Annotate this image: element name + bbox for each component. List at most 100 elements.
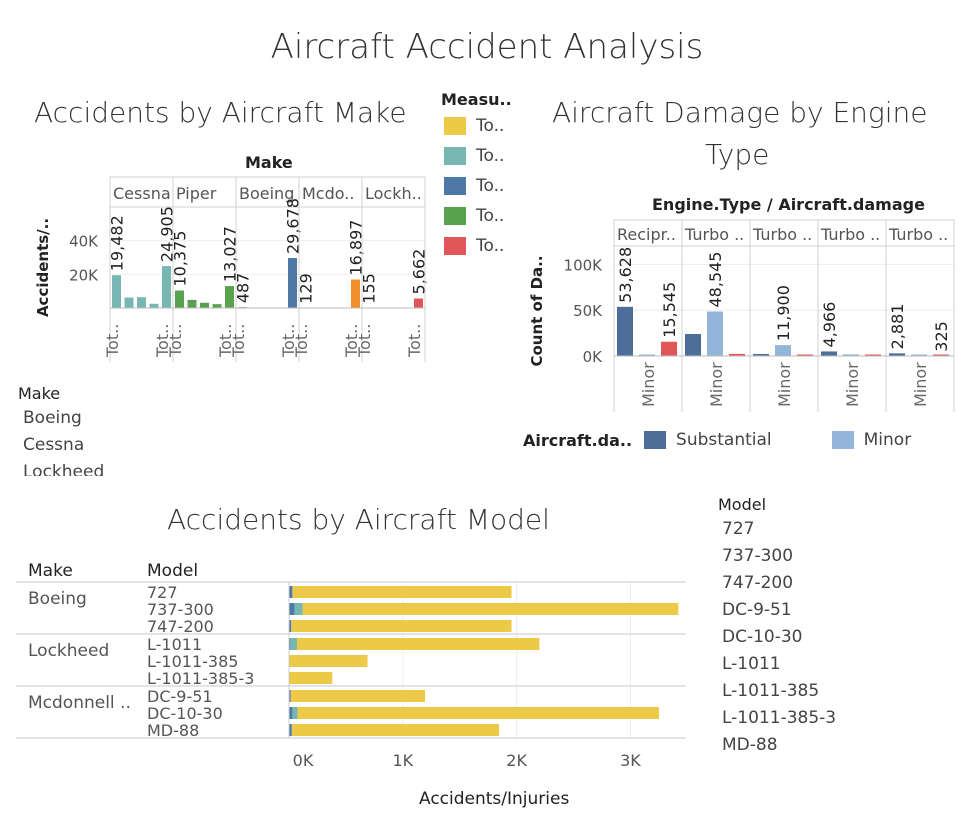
engine-data-label: 4,966 (820, 302, 839, 348)
model-filter-item[interactable]: L-1011 (722, 654, 781, 674)
model-filter-item[interactable]: 737-300 (722, 546, 794, 566)
engine-header-label: Recipr.. (617, 225, 676, 244)
engine-y-tick: 100K (564, 256, 604, 274)
legend-swatch (444, 147, 466, 165)
legend-label: To.. (476, 116, 505, 136)
make-bar (149, 303, 159, 308)
model-chart-title: Accidents by Aircraft Model (167, 503, 550, 536)
measure-legend-item[interactable]: To.. (444, 111, 504, 141)
make-header-label: Cessna (113, 184, 171, 203)
model-make-label: Lockheed (28, 641, 109, 661)
legend-swatch (444, 177, 466, 195)
model-filter-item[interactable]: 727 (722, 519, 755, 539)
model-x-tick: 2K (506, 751, 527, 770)
make-x-tick: Tot.. (153, 324, 172, 358)
make-bar (187, 299, 197, 308)
make-bar (225, 286, 234, 308)
make-bar (162, 266, 171, 308)
model-col-make: Make (28, 561, 73, 581)
make-header-label: Mcdo.. (302, 184, 354, 203)
legend-swatch (444, 207, 466, 225)
make-bar (414, 298, 423, 308)
make-bar (288, 258, 297, 308)
measure-legend-item[interactable]: To.. (444, 201, 504, 231)
model-row-label: 737-300 (147, 600, 214, 619)
engine-data-label: 53,628 (616, 247, 635, 303)
model-row-label: DC-10-30 (147, 704, 223, 723)
model-filter-item[interactable]: MD-88 (722, 735, 778, 755)
model-bar (294, 603, 303, 615)
engine-x-tick: Minor (911, 362, 930, 407)
model-make-label: Mcdonnell .. (28, 693, 131, 713)
model-col-model: Model (147, 561, 199, 581)
model-x-tick: 0K (293, 751, 314, 770)
engine-bar (707, 311, 723, 356)
measure-legend-item[interactable]: To.. (444, 231, 504, 261)
legend-label: To.. (476, 236, 505, 256)
model-row-label: MD-88 (147, 721, 199, 740)
engine-bar (797, 354, 813, 356)
measure-legend: To.. To.. To.. To.. To.. (444, 111, 504, 261)
model-filter-item[interactable]: 747-200 (722, 573, 794, 593)
make-x-tick: Tot.. (103, 324, 122, 358)
model-filter-item[interactable]: DC-9-51 (722, 600, 792, 620)
make-y-tick: 20K (69, 266, 99, 284)
model-bar (291, 620, 512, 632)
engine-chart-title-2: Type (705, 138, 770, 171)
engine-x-tick: Minor (775, 362, 794, 407)
model-bar (289, 672, 333, 684)
engine-bar (753, 353, 769, 356)
engine-chart-title: Aircraft Damage by Engine (552, 96, 928, 129)
engine-data-label: 15,545 (660, 282, 679, 338)
make-header-label: Lockh.. (365, 184, 422, 203)
engine-bar (865, 354, 881, 356)
engine-data-label: 2,881 (888, 304, 907, 350)
engine-data-label: 325 (932, 321, 951, 352)
engine-data-label: 48,545 (706, 252, 725, 308)
model-filter-list: 727 737-300 747-200 DC-9-51 DC-10-30 L-1011 L-… (722, 519, 836, 762)
engine-bar (661, 341, 677, 356)
engine-bar (775, 345, 791, 356)
engine-header-label: Turbo .. (888, 225, 948, 244)
engine-bar (617, 306, 633, 356)
model-filter-item[interactable]: L-1011-385 (722, 681, 820, 701)
engine-y-tick: 50K (573, 302, 603, 320)
make-x-tick: Tot.. (229, 324, 248, 358)
legend-label: To.. (476, 176, 505, 196)
engine-chart: Count of Da.. 100K 50K 0K Recipr.. 53,628 15,5… (528, 219, 955, 412)
make-x-tick: Tot.. (342, 324, 361, 358)
damage-legend-title: Aircraft.da.. (523, 430, 633, 450)
engine-header-label: Turbo .. (820, 225, 880, 244)
make-data-label: 487 (234, 273, 253, 304)
make-header-label: Boeing (239, 184, 294, 203)
measure-legend-item[interactable]: To.. (444, 141, 504, 171)
make-y-tick: 40K (69, 233, 99, 251)
make-header-label: Piper (176, 184, 217, 203)
model-bar (296, 638, 540, 650)
model-row-label: DC-9-51 (147, 687, 213, 706)
model-bar (290, 638, 297, 650)
engine-bar (933, 354, 949, 356)
make-filter-item-boeing[interactable]: Boeing (23, 408, 82, 428)
make-filter-item-cessna[interactable]: Cessna (23, 435, 85, 455)
engine-bar (821, 351, 837, 356)
legend-label-substantial: Substantial (676, 430, 772, 450)
model-bar (289, 655, 368, 667)
legend-swatch (444, 117, 466, 135)
legend-swatch-minor (831, 431, 854, 449)
model-bar (290, 690, 426, 702)
measure-legend-item[interactable]: To.. (444, 171, 504, 201)
model-filter-item[interactable]: L-1011-385-3 (722, 708, 837, 728)
model-filter-title: Model (718, 495, 767, 514)
make-filter-item-lockheed[interactable]: Lockheed (23, 462, 105, 476)
make-x-tick: Tot.. (405, 324, 424, 358)
make-data-label: 29,678 (284, 198, 303, 254)
make-x-tick: Tot.. (216, 324, 235, 358)
engine-bar (685, 334, 701, 356)
page-title: Aircraft Accident Analysis (270, 27, 704, 67)
model-filter-item[interactable]: DC-10-30 (722, 627, 803, 647)
model-bar (297, 707, 659, 719)
make-filter-title: Make (18, 384, 61, 403)
make-bar (200, 302, 209, 308)
engine-y-tick: 0K (583, 348, 604, 366)
